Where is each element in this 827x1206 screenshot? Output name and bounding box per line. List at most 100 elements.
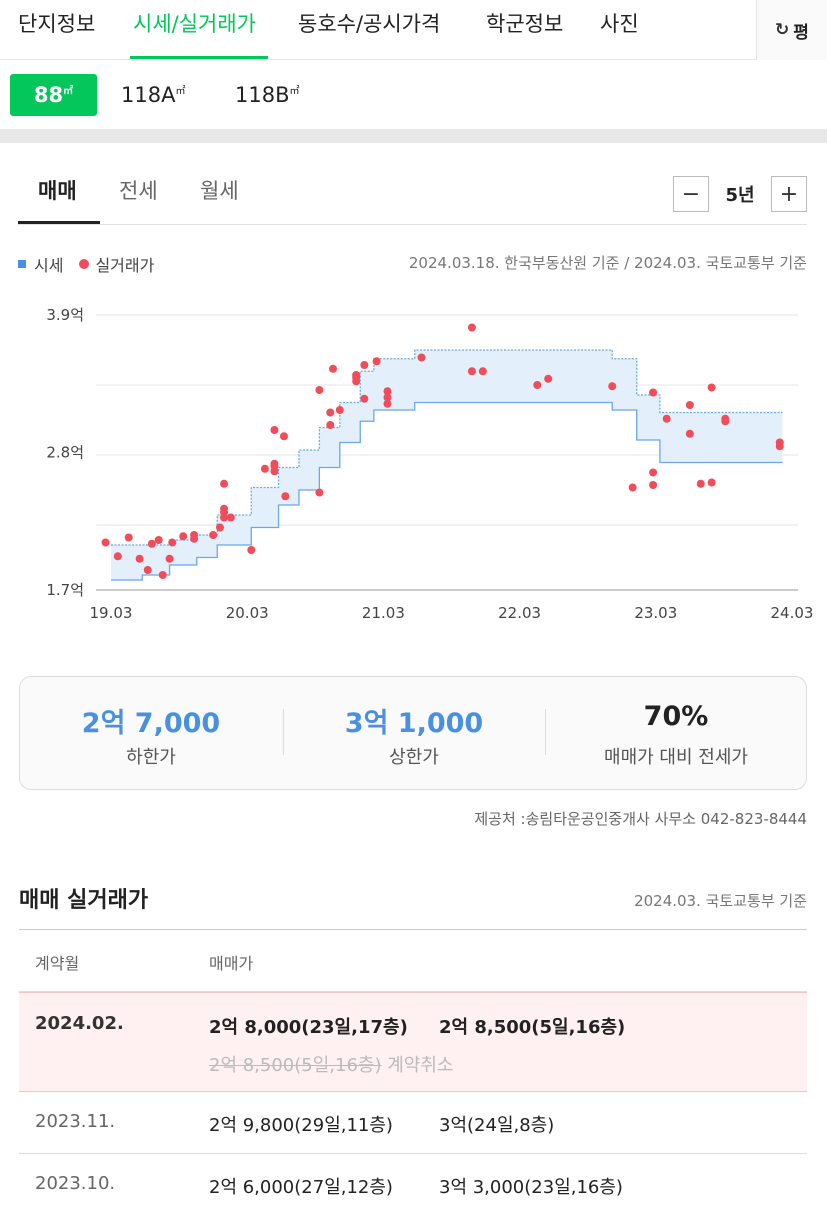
area-unit: ㎡ <box>63 85 74 97</box>
actual-trade-point <box>135 554 144 563</box>
period-decrease-button[interactable]: − <box>673 176 709 212</box>
actual-trade-point <box>649 388 658 397</box>
chart-legend: 시세 실거래가 <box>18 252 154 276</box>
tab-price[interactable]: 시세/실거래가 <box>133 12 256 36</box>
actual-trade-point <box>696 479 705 488</box>
actual-trade-point <box>707 478 716 487</box>
tab-jeonse[interactable]: 전세 <box>119 179 158 203</box>
refresh-icon: ↻ <box>775 20 790 40</box>
y-tick-label: 1.7억 <box>46 581 84 599</box>
x-tick-label: 23.03 <box>634 604 677 622</box>
actual-trade-point <box>329 364 338 373</box>
table-row[interactable]: 2024.02. 2억 8,000(23일,17층) 2억 8,500(5일,1… <box>19 992 807 1092</box>
actual-trade-point <box>270 459 279 468</box>
row-deal: 2억 6,000(27일,12층) <box>209 1177 393 1198</box>
actual-trade-point <box>190 534 199 543</box>
area-option-88[interactable]: 88 ㎡ <box>10 74 97 116</box>
actual-trade-point <box>372 357 381 366</box>
chart-basis-note: 2024.03.18. 한국부동산원 기준 / 2024.03. 국토교통부 기… <box>408 254 807 272</box>
price-chart: 19.03 20.03 21.03 22.03 23.03 24.03 3.9억 2.8억 1… <box>46 306 814 622</box>
area-label: 118B <box>235 83 290 107</box>
actual-trade-point <box>417 353 426 362</box>
price-summary-box: 2억 7,000 하한가 3억 1,000 상한가 70% 매매가 대비 전세가 <box>19 676 807 790</box>
actual-trade-point <box>383 387 392 396</box>
row-deal: 3억(24일,8층) <box>439 1115 555 1136</box>
actual-trade-point <box>383 393 392 402</box>
period-increase-button[interactable]: + <box>771 176 807 212</box>
actual-trade-point <box>326 408 335 417</box>
high-price-summary: 3억 1,000 상한가 <box>283 677 545 789</box>
jeonse-ratio-value: 70% <box>643 701 709 732</box>
actual-trade-point <box>360 394 369 403</box>
summary-divider <box>283 709 284 755</box>
actual-trade-point <box>533 381 542 389</box>
cancelled-deal-price: 2억 8,500(5일,16층) <box>209 1055 382 1076</box>
period-control: − 5년 + <box>673 176 807 212</box>
x-tick-label: 21.03 <box>362 604 405 622</box>
unit-toggle-button[interactable]: ↻ 평 <box>756 0 827 60</box>
price-band-fill <box>111 350 783 580</box>
actual-trade-point <box>279 432 288 441</box>
table-row[interactable]: 2023.11. 2억 9,800(29일,11층) 3억(24일,8층) <box>19 1092 807 1154</box>
trade-type-tabs: 매매 전세 월세 <box>18 143 807 225</box>
jeonse-ratio-label: 매매가 대비 전세가 <box>604 747 748 768</box>
tab-unit-price[interactable]: 동호수/공시가격 <box>298 12 441 36</box>
actual-trade-point <box>544 374 553 383</box>
tab-monthly-rent[interactable]: 월세 <box>200 179 239 203</box>
row-deal: 3억 3,000(23일,16층) <box>439 1177 623 1198</box>
actual-legend-marker <box>79 259 90 269</box>
transactions-title: 매매 실거래가 <box>19 888 149 913</box>
table-row[interactable]: 2023.10. 2억 6,000(27일,12층) 3억 3,000(23일,… <box>19 1154 807 1206</box>
row-deal: 2억 8,500(5일,16층) <box>439 1017 626 1038</box>
x-tick-label: 19.03 <box>90 604 133 622</box>
actual-trade-point <box>326 421 335 429</box>
actual-trade-point <box>220 479 229 488</box>
actual-trade-point <box>649 468 658 477</box>
low-price-summary: 2억 7,000 하한가 <box>20 677 282 789</box>
row-deal: 2억 8,000(23일,17층) <box>209 1017 408 1038</box>
tab-school[interactable]: 학군정보 <box>486 12 564 36</box>
area-option-118a[interactable]: 118A ㎡ <box>121 74 185 116</box>
actual-trade-point <box>775 442 784 451</box>
actual-trade-point <box>168 538 177 547</box>
actual-trade-point <box>721 417 730 426</box>
actual-trade-point <box>179 532 188 541</box>
actual-trade-point <box>247 546 256 554</box>
summary-divider <box>545 709 546 755</box>
area-unit: ㎡ <box>175 85 186 97</box>
y-tick-label: 2.8억 <box>46 444 84 462</box>
area-option-118b[interactable]: 118B ㎡ <box>235 74 300 116</box>
tab-photos[interactable]: 사진 <box>600 12 639 36</box>
high-price-label: 상한가 <box>389 747 439 768</box>
actual-trade-point <box>226 513 235 522</box>
actual-trade-point <box>147 539 156 548</box>
actual-trade-point <box>220 504 229 513</box>
area-label: 118A <box>121 83 176 107</box>
row-month: 2024.02. <box>35 1013 124 1034</box>
top-nav: 단지정보 시세/실거래가 동호수/공시가격 학군정보 사진 ↻ 평 <box>0 0 827 60</box>
actual-trade-point <box>649 481 658 489</box>
y-tick-label: 3.9억 <box>46 306 84 324</box>
actual-trade-point <box>315 488 324 497</box>
section-divider <box>0 129 827 143</box>
area-label: 88 <box>33 83 64 107</box>
actual-trade-point <box>352 371 361 379</box>
actual-trade-point <box>281 492 290 501</box>
actual-trade-point <box>154 536 163 544</box>
actual-trade-point <box>685 429 694 438</box>
x-tick-label: 20.03 <box>226 604 269 622</box>
actual-trade-point <box>608 382 617 391</box>
actual-trade-point <box>209 531 218 539</box>
row-deal: 2억 9,800(29일,11층) <box>209 1115 393 1136</box>
high-price-value: 3억 1,000 <box>344 708 484 739</box>
x-tick-label: 24.03 <box>771 604 814 622</box>
tab-sale[interactable]: 매매 <box>38 179 77 203</box>
actual-trade-point <box>260 464 269 473</box>
actual-trade-point <box>270 426 279 434</box>
cancelled-deal: 2억 8,500(5일,16층) 계약취소 <box>209 1051 454 1077</box>
price-legend-marker <box>18 260 26 268</box>
actual-trade-point <box>158 571 167 579</box>
actual-trade-point <box>707 383 716 392</box>
price-band-lower <box>111 401 783 581</box>
tab-complex-info[interactable]: 단지정보 <box>18 12 96 36</box>
